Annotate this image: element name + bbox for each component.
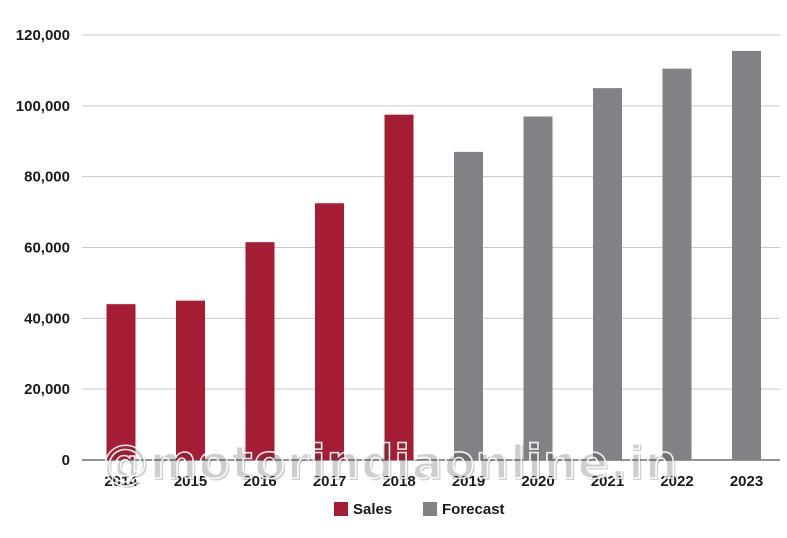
legend-label-forecast: Forecast bbox=[442, 501, 505, 518]
x-tick-label: 2014 bbox=[104, 473, 138, 490]
bar-sales-2017 bbox=[315, 203, 344, 460]
watermark-text: @motorindiaonline.in bbox=[102, 435, 678, 489]
x-tick-label: 2019 bbox=[452, 473, 485, 490]
bar-forecast-2021 bbox=[593, 88, 622, 460]
x-tick-label: 2023 bbox=[730, 473, 763, 490]
x-tick-label: 2015 bbox=[174, 473, 207, 490]
x-tick-label: 2016 bbox=[243, 473, 276, 490]
bar-forecast-2022 bbox=[662, 68, 692, 460]
y-tick-label: 120,000 bbox=[16, 27, 70, 44]
bars bbox=[106, 50, 761, 460]
x-tick-label: 2022 bbox=[660, 473, 693, 490]
legend-swatch-sales bbox=[334, 502, 348, 516]
bar-sales-2018 bbox=[384, 114, 414, 460]
x-axis-tick-labels: 2014 2015 2016 2017 2018 2019 2020 2021 2022 2023 bbox=[104, 473, 763, 490]
y-tick-label: 0 bbox=[62, 452, 70, 469]
x-tick-label: 2020 bbox=[521, 473, 554, 490]
x-tick-label: 2018 bbox=[382, 473, 415, 490]
y-tick-label: 60,000 bbox=[24, 240, 70, 257]
y-tick-label: 80,000 bbox=[24, 169, 70, 186]
bar-forecast-2020 bbox=[523, 116, 553, 460]
y-tick-label: 20,000 bbox=[24, 381, 70, 398]
x-tick-label: 2021 bbox=[591, 473, 624, 490]
watermark-text-shadow: @motorindiaonline.in bbox=[104, 437, 680, 491]
y-tick-label: 40,000 bbox=[24, 310, 70, 327]
legend: Sales Forecast bbox=[334, 501, 505, 518]
bar-sales-2016 bbox=[245, 242, 275, 460]
watermark: @motorindiaonline.in @motorindiaonline.i… bbox=[101, 434, 680, 491]
legend-swatch-forecast bbox=[423, 502, 437, 516]
legend-label-sales: Sales bbox=[353, 501, 392, 518]
bar-forecast-2019 bbox=[454, 151, 483, 460]
bar-forecast-2023 bbox=[732, 50, 761, 460]
bar-sales-2015 bbox=[176, 300, 205, 460]
y-tick-label: 100,000 bbox=[16, 98, 70, 115]
bar-sales-2014 bbox=[106, 304, 136, 460]
x-tick-label: 2017 bbox=[313, 473, 346, 490]
y-axis-tick-labels: 0 20,000 40,000 60,000 80,000 100,000 120,000 bbox=[16, 27, 70, 469]
